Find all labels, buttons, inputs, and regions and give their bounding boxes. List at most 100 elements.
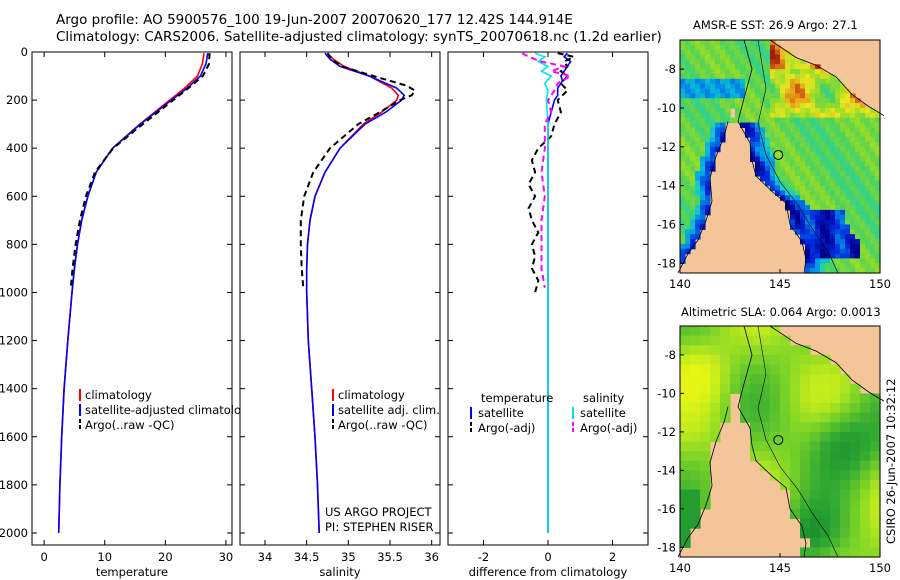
sst_map-cell	[870, 141, 876, 148]
sst_map-cell	[780, 73, 786, 80]
sst_map-cell	[705, 132, 711, 138]
sst_map-cell	[850, 229, 856, 235]
sst_map-cell	[805, 78, 811, 85]
sst_map-cell	[725, 44, 731, 51]
sst_map-lon-label: 140	[669, 277, 691, 291]
sst_map-cell	[875, 219, 881, 226]
sst_map-lat-label: -14	[657, 179, 676, 193]
sla_map-cell	[810, 470, 821, 481]
sst_map-cell	[800, 175, 806, 182]
sla_map-cell	[780, 374, 791, 385]
sst_map-cell	[795, 64, 801, 70]
sst_map-cell	[760, 127, 766, 133]
sla_map-cell	[690, 345, 701, 356]
sst_map-cell	[785, 141, 791, 148]
sst_map-cell	[795, 161, 801, 167]
sst_map-cell	[710, 59, 716, 65]
sst_map-cell	[795, 103, 801, 109]
sst_map-cell	[850, 200, 856, 206]
depth-tick-label: 400	[6, 141, 28, 155]
sst_map-cell	[835, 137, 841, 143]
sst_map-cell	[785, 175, 791, 182]
sst_map-cell	[815, 166, 821, 172]
temperature-series-argo-raw-qc	[69, 53, 211, 288]
sst_map-cell	[820, 93, 826, 99]
sst_map-cell	[825, 132, 831, 138]
sst_map-cell	[815, 229, 821, 235]
sla_map-cell	[830, 422, 841, 433]
sst_map-cell	[845, 107, 851, 114]
sla_map-cell	[860, 537, 871, 548]
sst_map-cell	[870, 175, 876, 182]
sst_map-cell	[740, 98, 746, 104]
sla_map-cell	[680, 489, 691, 500]
sst_map-cell	[715, 132, 721, 138]
sst_map-cell	[805, 253, 811, 260]
sst_map-cell	[840, 195, 846, 201]
sst_map-cell	[770, 166, 776, 172]
sla_map-cell	[810, 528, 821, 539]
sst_map-cell	[870, 224, 876, 230]
sst_map-cell	[775, 59, 781, 65]
sla_map-cell	[760, 345, 771, 356]
sla_map-cell	[860, 441, 871, 452]
sst_map-cell	[775, 73, 781, 80]
sst_map-cell	[795, 166, 801, 172]
sst_map-cell	[735, 44, 741, 51]
sst_map-cell	[875, 268, 881, 274]
sla_map-cell	[810, 547, 821, 558]
sst_map-cell	[705, 117, 711, 124]
sla_map-cell	[860, 518, 871, 529]
sst_map-cell	[825, 175, 831, 182]
sst_map-cell	[850, 248, 856, 255]
sst_map-cell	[705, 103, 711, 109]
sst_map-cell	[845, 161, 851, 167]
sst_map-cell	[690, 103, 696, 109]
sst_map-cell	[850, 224, 856, 230]
sst_map-cell	[870, 248, 876, 255]
sst_map-cell	[855, 234, 861, 240]
sst_map-cell	[750, 127, 756, 133]
sst_map-cell	[770, 132, 776, 138]
sst_map-cell	[840, 132, 846, 138]
sst_map-cell	[725, 40, 731, 46]
sst_map-cell	[700, 151, 706, 158]
sst_map-cell	[700, 200, 706, 206]
sst_map-cell	[795, 156, 801, 162]
sst_map-cell	[770, 98, 776, 104]
sst_map-cell	[680, 253, 686, 260]
sst_map-cell	[695, 88, 701, 94]
sst_map-cell	[700, 64, 706, 70]
sst_map-cell	[865, 141, 871, 148]
sla_map-cell	[830, 451, 841, 462]
sst_map-cell	[690, 112, 696, 119]
sst_map-cell	[810, 166, 816, 172]
sst_map-cell	[795, 78, 801, 85]
sst_map-cell	[825, 253, 831, 260]
temperature-legend-entry: climatology	[85, 388, 152, 402]
sst_map-cell	[750, 59, 756, 65]
sst_map-cell	[870, 166, 876, 172]
sst_map-cell	[800, 166, 806, 172]
sst_map-cell	[695, 40, 701, 46]
sst_map-cell	[705, 151, 711, 158]
sst_map-cell	[840, 224, 846, 230]
sst_map-cell	[755, 49, 761, 56]
sla_map-cell	[760, 383, 771, 394]
sst_map-cell	[695, 190, 701, 196]
sla_map-cell	[700, 470, 711, 481]
sla_map-cell	[710, 335, 721, 346]
sst_map-cell	[810, 200, 816, 206]
sst_map-cell	[720, 103, 726, 109]
sst_map-cell	[810, 224, 816, 230]
sst_map-cell	[780, 112, 786, 119]
sst_map-cell	[705, 54, 711, 61]
sst_map-cell	[830, 263, 836, 269]
sst_map-cell	[705, 44, 711, 51]
sst_map-cell	[845, 263, 851, 269]
sst_map-cell	[850, 117, 856, 124]
sst_map-cell	[695, 44, 701, 51]
sst_map-cell	[685, 214, 691, 221]
sst_map-cell	[860, 175, 866, 182]
sst_map-cell	[695, 103, 701, 109]
